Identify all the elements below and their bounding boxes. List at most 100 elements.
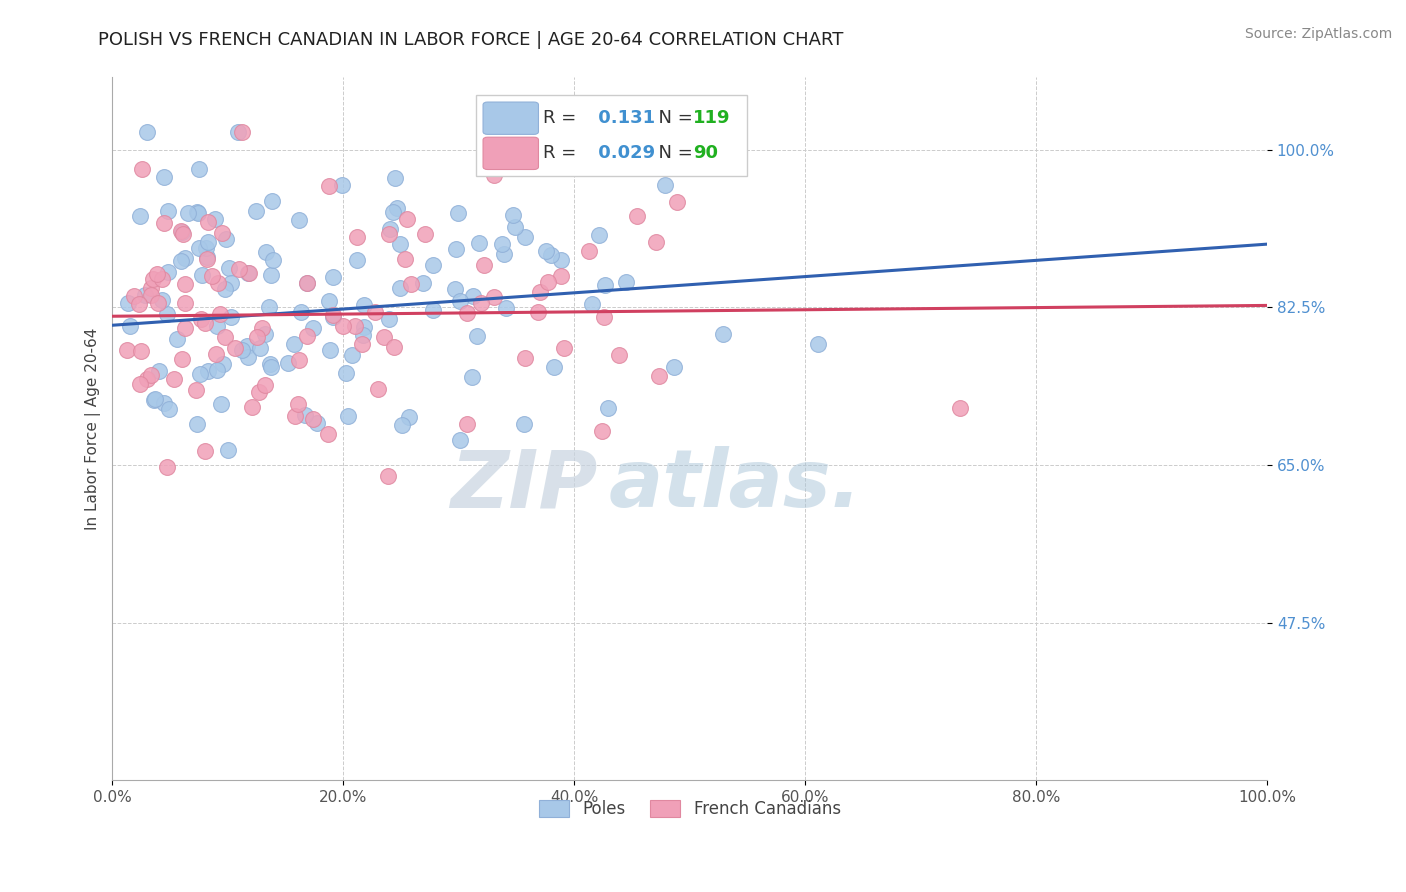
Point	[550, 269, 572, 284]
Point	[602, 124, 624, 138]
Point	[449, 293, 471, 308]
Legend: Poles, French Canadians: Poles, French Canadians	[531, 793, 848, 825]
Point	[240, 400, 263, 414]
Point	[260, 268, 283, 282]
Point	[529, 285, 551, 299]
Text: 0.131: 0.131	[592, 109, 655, 128]
Point	[297, 276, 319, 290]
Point	[195, 250, 218, 264]
Point	[388, 236, 411, 251]
Point	[335, 366, 357, 380]
Point	[249, 341, 271, 355]
Point	[316, 426, 339, 441]
Point	[294, 408, 316, 422]
Point	[513, 351, 536, 366]
Point	[214, 330, 236, 344]
Point	[148, 296, 170, 310]
Point	[187, 206, 209, 220]
Point	[394, 252, 416, 266]
Point	[231, 124, 253, 138]
Point	[350, 337, 373, 351]
Point	[543, 360, 565, 375]
Point	[188, 241, 211, 255]
Point	[654, 178, 676, 192]
Point	[387, 201, 409, 215]
Point	[540, 248, 562, 262]
Point	[173, 277, 195, 292]
Point	[592, 310, 614, 325]
Point	[187, 161, 209, 176]
Point	[194, 242, 217, 256]
Point	[336, 409, 359, 424]
Text: 90: 90	[693, 145, 718, 162]
Point	[169, 224, 191, 238]
Point	[396, 212, 419, 227]
Point	[550, 253, 572, 268]
Point	[644, 235, 666, 250]
Point	[257, 301, 280, 315]
Point	[472, 258, 495, 272]
Point	[209, 397, 232, 411]
Point	[153, 395, 176, 409]
Point	[219, 310, 242, 325]
Point	[648, 369, 671, 384]
Point	[177, 206, 200, 220]
Point	[322, 308, 344, 322]
Point	[541, 124, 564, 138]
Point	[578, 244, 600, 258]
Point	[581, 296, 603, 310]
Point	[352, 327, 374, 342]
Point	[245, 204, 267, 219]
Point	[353, 319, 375, 334]
Point	[186, 417, 208, 431]
FancyBboxPatch shape	[484, 102, 538, 135]
Point	[170, 225, 193, 239]
Point	[456, 306, 478, 320]
Point	[186, 204, 208, 219]
Point	[446, 242, 468, 256]
Point	[194, 316, 217, 330]
Point	[197, 215, 219, 229]
Point	[322, 270, 344, 285]
Point	[288, 352, 311, 367]
Point	[117, 295, 139, 310]
Point	[537, 275, 560, 289]
Point	[378, 227, 401, 241]
Point	[207, 363, 229, 377]
Text: Source: ZipAtlas.com: Source: ZipAtlas.com	[1244, 27, 1392, 41]
Point	[141, 281, 163, 295]
Point	[219, 276, 242, 290]
Y-axis label: In Labor Force | Age 20-64: In Labor Force | Age 20-64	[86, 327, 101, 530]
Point	[142, 392, 165, 407]
Point	[290, 305, 312, 319]
Point	[449, 433, 471, 447]
Point	[470, 296, 492, 310]
Point	[139, 368, 162, 382]
Point	[215, 232, 238, 246]
Point	[208, 307, 231, 321]
Point	[422, 258, 444, 272]
Point	[169, 254, 191, 268]
Point	[231, 343, 253, 357]
Point	[250, 320, 273, 334]
Point	[218, 260, 240, 275]
Point	[382, 205, 405, 219]
Point	[238, 266, 260, 280]
Point	[322, 310, 344, 324]
Point	[382, 340, 405, 354]
Point	[513, 229, 536, 244]
Point	[607, 348, 630, 362]
Text: R =: R =	[543, 109, 582, 128]
Point	[367, 382, 389, 396]
Point	[598, 401, 620, 415]
Point	[378, 312, 401, 326]
Point	[373, 329, 395, 343]
Point	[495, 301, 517, 315]
FancyBboxPatch shape	[484, 137, 538, 169]
Text: R =: R =	[543, 145, 582, 162]
Point	[259, 357, 281, 371]
Point	[330, 178, 353, 193]
Point	[166, 332, 188, 346]
Point	[318, 294, 340, 309]
Point	[378, 222, 401, 236]
